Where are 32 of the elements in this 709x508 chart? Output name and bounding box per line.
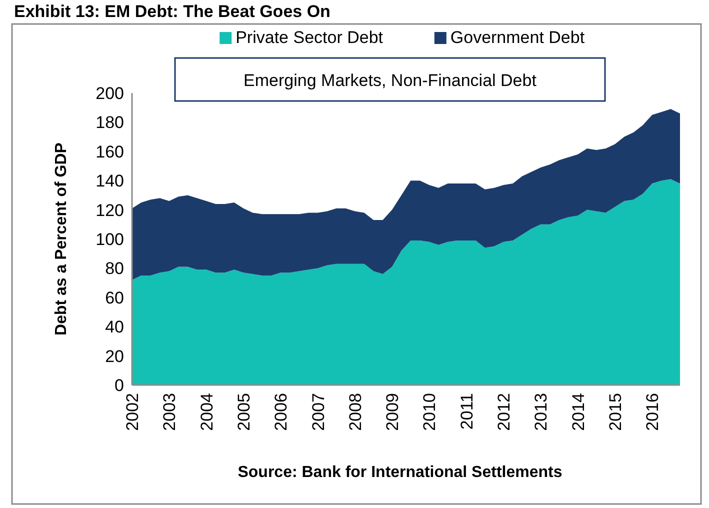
x-tick-label: 2002 — [123, 393, 142, 431]
x-tick-label: 2009 — [383, 393, 402, 431]
x-tick-label: 2016 — [643, 393, 662, 431]
x-tick-label: 2011 — [457, 393, 476, 430]
y-tick-label: 60 — [105, 288, 124, 308]
y-tick-label: 140 — [96, 172, 124, 191]
x-tick-label: 2010 — [420, 393, 440, 431]
y-tick-label: 100 — [96, 230, 124, 249]
x-tick-label: 2003 — [160, 393, 180, 431]
y-tick-label: 200 — [96, 84, 124, 103]
x-tick-label: 2004 — [197, 393, 216, 431]
x-tick-label: 2013 — [532, 393, 551, 431]
x-tick-label: 2015 — [606, 393, 625, 431]
y-tick-label: 0 — [114, 376, 124, 395]
x-tick-label: 2005 — [234, 393, 254, 431]
legend-label: Government Debt — [450, 28, 585, 47]
legend-label: Private Sector Debt — [236, 28, 384, 47]
chart-subtitle: Emerging Markets, Non-Financial Debt — [244, 71, 537, 90]
y-tick-label: 120 — [96, 200, 124, 220]
y-tick-label: 40 — [105, 318, 124, 337]
x-tick-label: 2012 — [494, 393, 514, 431]
chart-title: Exhibit 13: EM Debt: The Beat Goes On — [14, 2, 330, 21]
x-tick-label: 2014 — [568, 393, 588, 431]
y-tick-label: 160 — [96, 142, 124, 162]
x-tick-label: 2007 — [308, 393, 328, 431]
y-tick-label: 80 — [105, 259, 124, 278]
source-note: Source: Bank for International Settlements — [238, 464, 562, 481]
x-tick-label: 2008 — [346, 393, 365, 431]
y-tick-label: 180 — [96, 113, 124, 132]
x-tick-label: 2006 — [272, 393, 291, 431]
y-tick-label: 20 — [105, 346, 124, 366]
y-axis-title: Debt as a Percent of GDP — [53, 142, 70, 336]
